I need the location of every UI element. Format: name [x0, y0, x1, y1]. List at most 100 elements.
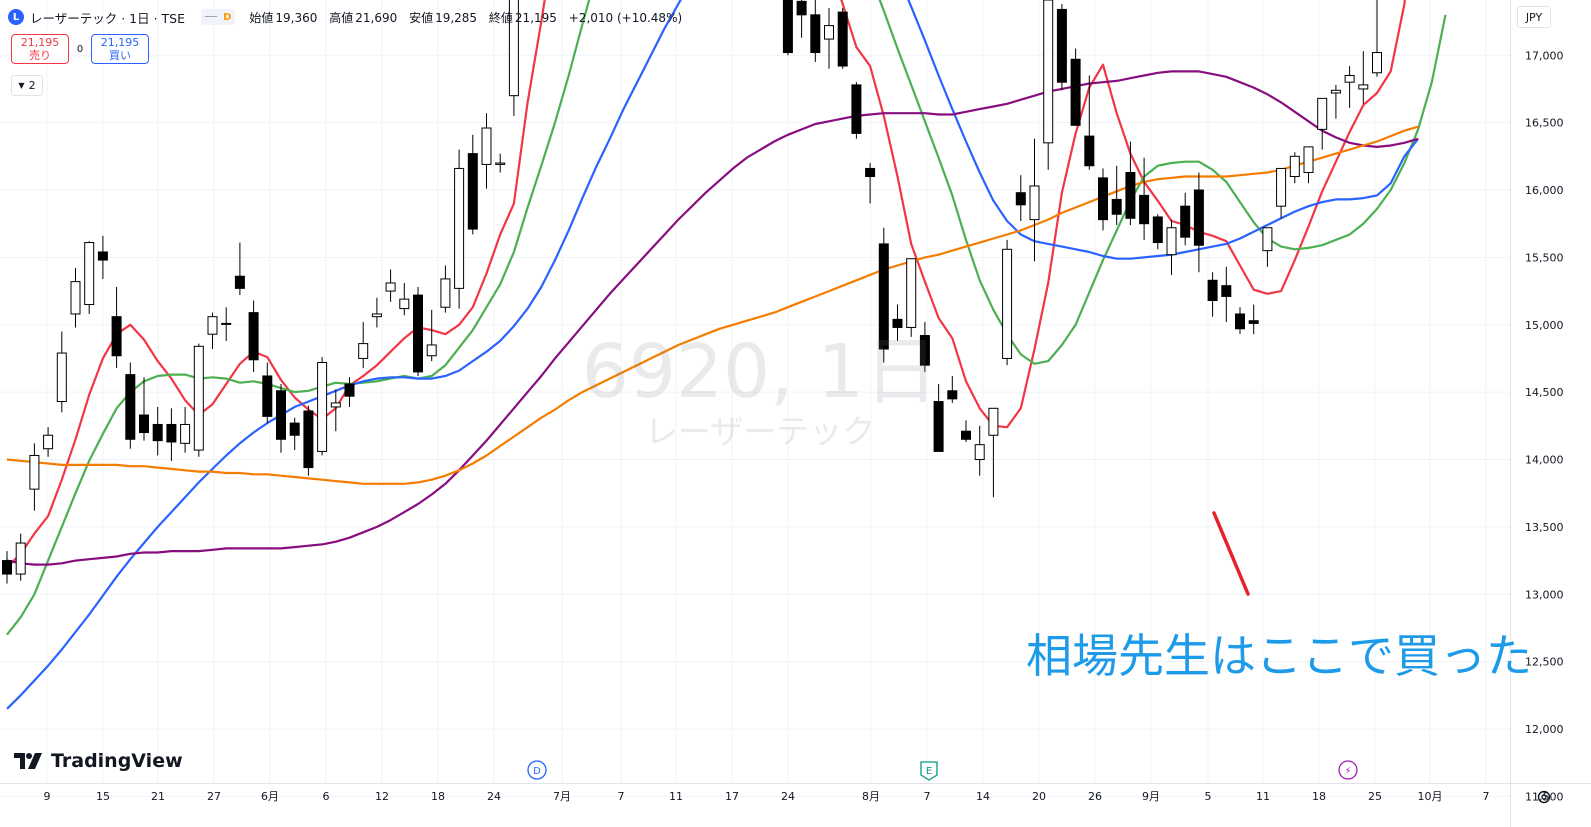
- candle[interactable]: [1056, 4, 1067, 91]
- candle[interactable]: [947, 375, 958, 403]
- candle[interactable]: [1276, 167, 1287, 219]
- candle[interactable]: [467, 134, 478, 235]
- candle[interactable]: [289, 417, 300, 451]
- visibility-toggle[interactable]: ── D: [201, 9, 236, 25]
- candle[interactable]: [919, 322, 930, 372]
- candle[interactable]: [1262, 227, 1273, 267]
- event-marker[interactable]: D: [527, 760, 547, 780]
- candle[interactable]: [152, 406, 163, 456]
- buy-button[interactable]: 21,195 買い: [91, 34, 149, 64]
- candle[interactable]: [440, 265, 451, 313]
- candle[interactable]: [426, 309, 437, 362]
- candle[interactable]: [481, 113, 492, 189]
- candle-body: [276, 390, 286, 440]
- candle[interactable]: [1344, 66, 1355, 108]
- candle[interactable]: [1111, 165, 1122, 226]
- candle[interactable]: [1139, 157, 1150, 240]
- candle[interactable]: [234, 242, 245, 296]
- candle[interactable]: [221, 307, 232, 341]
- candle[interactable]: [1221, 266, 1232, 323]
- candle[interactable]: [1043, 0, 1054, 170]
- candle[interactable]: [29, 443, 40, 511]
- candle[interactable]: [166, 408, 177, 461]
- time-axis[interactable]: 9 15 21 27 6月 6 12 18 24 7月 7 11 17 24 8月 7 14 20 26 9月 5 11 1…: [44, 790, 1490, 803]
- candle[interactable]: [1303, 146, 1314, 184]
- candle[interactable]: [303, 405, 314, 476]
- candle[interactable]: [1084, 75, 1095, 170]
- candle[interactable]: [1166, 219, 1177, 275]
- candle[interactable]: [824, 8, 834, 69]
- event-marker[interactable]: ⚡: [1338, 760, 1358, 780]
- candle[interactable]: [1358, 51, 1369, 104]
- candle[interactable]: [1015, 175, 1026, 221]
- symbol-logo[interactable]: L: [8, 9, 24, 25]
- candle[interactable]: [933, 384, 944, 452]
- candle[interactable]: [111, 287, 122, 368]
- tradingview-logo[interactable]: TradingView: [14, 750, 183, 772]
- candle[interactable]: [1070, 48, 1081, 126]
- candle[interactable]: [70, 268, 81, 328]
- candle[interactable]: [1372, 0, 1382, 77]
- candle[interactable]: [1152, 214, 1163, 250]
- candle[interactable]: [276, 384, 286, 453]
- candle[interactable]: [413, 287, 423, 376]
- candle[interactable]: [330, 389, 341, 432]
- candle[interactable]: [495, 153, 506, 173]
- candle[interactable]: [193, 343, 204, 457]
- indicators-toggle-button[interactable]: ▼ 2: [11, 75, 43, 96]
- candle[interactable]: [1207, 272, 1218, 317]
- candle[interactable]: [1029, 138, 1040, 262]
- candle[interactable]: [961, 420, 971, 442]
- candle[interactable]: [344, 377, 355, 407]
- candle[interactable]: [1330, 84, 1341, 119]
- candle[interactable]: [810, 0, 821, 62]
- candle[interactable]: [139, 377, 149, 441]
- candle[interactable]: [2, 551, 12, 584]
- candle[interactable]: [84, 241, 95, 314]
- candle[interactable]: [180, 406, 191, 453]
- candle[interactable]: [1317, 97, 1328, 150]
- candle[interactable]: [15, 533, 26, 581]
- candle[interactable]: [454, 149, 465, 309]
- candle[interactable]: [371, 297, 382, 328]
- candle[interactable]: [988, 407, 999, 498]
- candle[interactable]: [906, 258, 917, 337]
- candle[interactable]: [248, 300, 259, 372]
- candle[interactable]: [865, 163, 876, 204]
- candle[interactable]: [1248, 304, 1259, 335]
- sell-button[interactable]: 21,195 売り: [11, 34, 69, 64]
- candle[interactable]: [1193, 172, 1204, 273]
- symbol-title[interactable]: レーザーテック · 1日 · TSE: [30, 10, 186, 26]
- candle[interactable]: [1125, 141, 1136, 226]
- candle[interactable]: [1098, 168, 1108, 231]
- candle[interactable]: [782, 0, 793, 56]
- candle[interactable]: [399, 282, 410, 316]
- candle[interactable]: [262, 362, 273, 424]
- candle[interactable]: [837, 8, 848, 69]
- settings-button[interactable]: [1533, 786, 1555, 808]
- price-axis[interactable]: 11,500 12,000 12,500 13,000 13,500 14,000 14,5…: [1512, 0, 1564, 803]
- candle[interactable]: [974, 425, 985, 476]
- currency-selector[interactable]: JPY: [1517, 6, 1551, 28]
- candle[interactable]: [317, 357, 328, 456]
- candle[interactable]: [97, 235, 108, 279]
- candle[interactable]: [358, 322, 369, 368]
- time-tick-label: 24: [487, 790, 501, 803]
- candle[interactable]: [56, 331, 67, 413]
- candle[interactable]: [851, 82, 862, 139]
- candle[interactable]: [207, 312, 218, 350]
- candle[interactable]: [1002, 239, 1013, 366]
- candle[interactable]: [125, 362, 136, 449]
- candle[interactable]: [892, 304, 903, 341]
- candle[interactable]: [43, 427, 54, 457]
- candle[interactable]: [508, 0, 519, 116]
- event-marker[interactable]: E: [920, 761, 938, 781]
- candle[interactable]: [1180, 192, 1191, 246]
- candle[interactable]: [796, 0, 807, 38]
- candle[interactable]: [878, 227, 889, 363]
- candle[interactable]: [385, 269, 396, 302]
- candle[interactable]: [1289, 152, 1300, 184]
- high-value: 21,690: [355, 10, 398, 25]
- candle[interactable]: [1235, 307, 1245, 335]
